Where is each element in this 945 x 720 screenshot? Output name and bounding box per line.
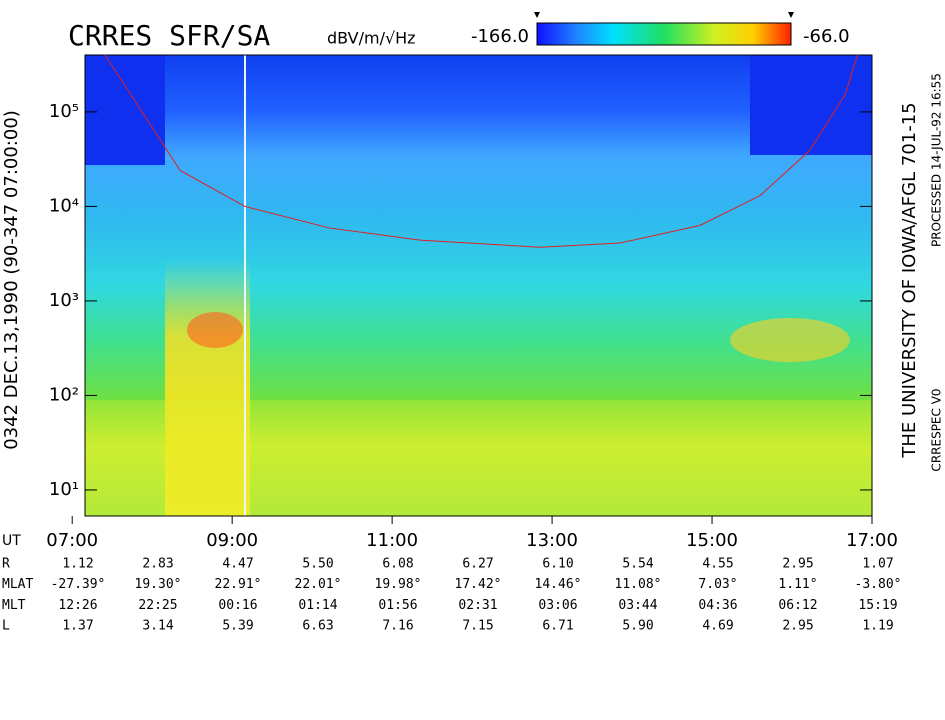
ephemeris-value: 5.54 — [622, 557, 653, 572]
ephemeris-value: 5.50 — [302, 557, 333, 572]
ephemeris-value: 5.90 — [622, 619, 653, 634]
ephemeris-value: -3.80° — [855, 577, 902, 592]
ephemeris-value: 04:36 — [698, 598, 737, 613]
ephemeris-value: 11.08° — [615, 577, 662, 592]
x-tick-label: 09:00 — [206, 530, 258, 551]
plot-frame — [84, 54, 873, 517]
frequency-curve — [104, 54, 859, 248]
ephemeris-value: 1.07 — [862, 557, 893, 572]
ephemeris-value: 4.69 — [702, 619, 733, 634]
colorbar-limit: -166.0 — [471, 26, 529, 47]
ephemeris-value: 7.03° — [698, 577, 737, 592]
x-tick-label: 15:00 — [686, 530, 738, 551]
colorbar-marker — [534, 12, 540, 18]
ephemeris-value: 17.42° — [455, 577, 502, 592]
ephemeris-value: 06:12 — [778, 598, 817, 613]
colorbar-limit: -66.0 — [803, 26, 850, 47]
y-tick-label: 10³ — [49, 290, 79, 311]
left-label: 0342 DEC.13,1990 (90-347 07:00:00) — [1, 110, 22, 450]
ephemeris-value: 4.55 — [702, 557, 733, 572]
ephemeris-value: 1.37 — [62, 619, 93, 634]
ephemeris-value: 14.46° — [535, 577, 582, 592]
y-tick-label: 10⁵ — [49, 101, 79, 122]
ephemeris-value: 19.98° — [375, 577, 422, 592]
ephemeris-value: 1.19 — [862, 619, 893, 634]
ephemeris-value: 6.10 — [542, 557, 573, 572]
ephemeris-value: 4.47 — [222, 557, 253, 572]
ephemeris-value: 00:16 — [218, 598, 257, 613]
ephemeris-value: 7.16 — [382, 619, 413, 634]
ephemeris-value: 01:14 — [298, 598, 337, 613]
ephemeris-value: 1.12 — [62, 557, 93, 572]
colorbar-marker — [788, 12, 794, 18]
ephemeris-value: 02:31 — [458, 598, 497, 613]
x-tick-label: 11:00 — [366, 530, 418, 551]
ephemeris-label: MLAT — [2, 577, 33, 592]
chart-title: CRRES SFR/SA — [68, 19, 270, 52]
ephemeris-value: 6.08 — [382, 557, 413, 572]
ephemeris-value: 3.14 — [142, 619, 173, 634]
ephemeris-value: 7.15 — [462, 619, 493, 634]
colorbar — [536, 22, 792, 46]
ephemeris-value: 22.01° — [295, 577, 342, 592]
y-tick-label: 10² — [49, 384, 79, 405]
ephemeris-value: 6.63 — [302, 619, 333, 634]
spectrogram-image — [85, 55, 872, 516]
processed-label: PROCESSED 14-JUL-92 16:55 — [930, 73, 944, 247]
ephemeris-value: 1.11° — [778, 577, 817, 592]
ephemeris-label: R — [2, 557, 10, 572]
x-tick-label: 17:00 — [846, 530, 898, 551]
ephemeris-label: MLT — [2, 598, 26, 613]
x-axis-label: UT — [2, 533, 21, 549]
ephemeris-value: 03:06 — [538, 598, 577, 613]
ephemeris-value: 01:56 — [378, 598, 417, 613]
ephemeris-value: 6.27 — [462, 557, 493, 572]
ephemeris-value: -27.39° — [51, 577, 106, 592]
ephemeris-value: 22:25 — [138, 598, 177, 613]
ephemeris-value: 2.83 — [142, 557, 173, 572]
ephemeris-value: 2.95 — [782, 619, 813, 634]
version-label: CRRESPEC V0 — [930, 388, 944, 471]
right-label: THE UNIVERSITY OF IOWA/AFGL 701-15 — [899, 102, 920, 458]
y-tick-label: 10¹ — [49, 479, 79, 500]
ephemeris-value: 22.91° — [215, 577, 262, 592]
colorbar-label: dBV/m/√Hz — [327, 29, 416, 48]
x-tick-label: 13:00 — [526, 530, 578, 551]
ephemeris-label: L — [2, 619, 10, 634]
ephemeris-value: 12:26 — [58, 598, 97, 613]
ephemeris-value: 15:19 — [858, 598, 897, 613]
y-tick-label: 10⁴ — [49, 195, 79, 216]
ephemeris-value: 2.95 — [782, 557, 813, 572]
ephemeris-value: 19.30° — [135, 577, 182, 592]
ephemeris-value: 03:44 — [618, 598, 657, 613]
x-tick-label: 07:00 — [46, 530, 98, 551]
ephemeris-value: 5.39 — [222, 619, 253, 634]
ephemeris-value: 6.71 — [542, 619, 573, 634]
